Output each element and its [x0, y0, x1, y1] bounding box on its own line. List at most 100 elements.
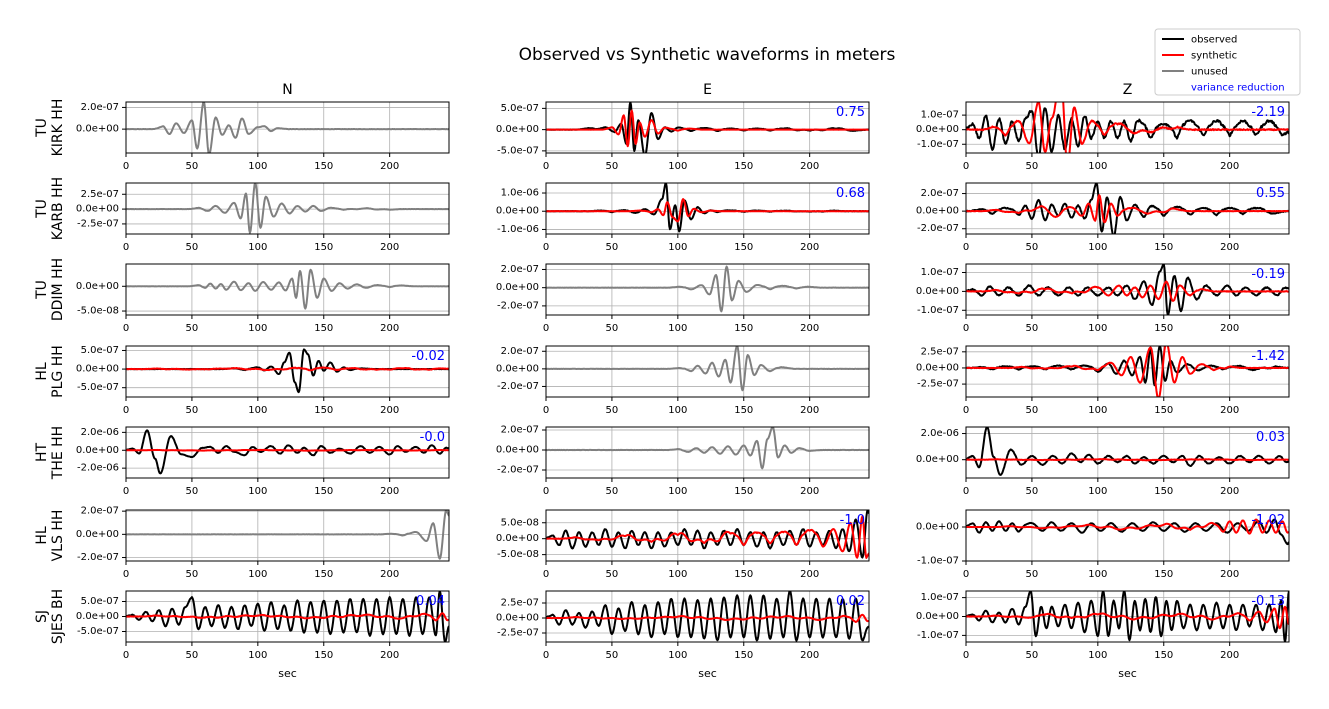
y-tick-label: -5.0e-07 — [77, 382, 119, 393]
y-tick-label: 0.0e+00 — [916, 286, 959, 297]
x-tick-label: 0 — [123, 405, 129, 416]
panel-frame — [545, 426, 870, 479]
panel-vls-e: 0 50 100 150 200 5.0e-08 0.0e+00 -5.0e-08 -1.0 — [496, 509, 870, 580]
x-tick-label: 50 — [606, 242, 619, 253]
panel-kirk-z: 0 50 100 150 200 1.0e-07 0.0e+00 -1.0e-07 -2.19 — [916, 101, 1290, 172]
y-tick-label: 5.0e-07 — [81, 596, 119, 607]
x-tick-label: 150 — [314, 242, 333, 253]
legend-label-observed: observed — [1191, 35, 1237, 46]
x-tick-label: 0 — [963, 242, 969, 253]
row-network-label: HL — [34, 362, 50, 381]
synthetic-trace — [126, 366, 449, 372]
x-tick-label: 100 — [248, 405, 267, 416]
panel-the-e: 0 50 100 150 200 2.0e-07 0.0e+00 -2.0e-07 — [496, 425, 870, 497]
y-tick-label: 0.0e+00 — [496, 124, 539, 135]
row-network-label: HT — [34, 443, 50, 463]
x-tick-label: 100 — [668, 569, 687, 580]
legend-label-variance-reduction: variance reduction — [1191, 83, 1285, 94]
panel-frame — [545, 182, 870, 235]
y-tick-label: -2.0e-07 — [497, 381, 539, 392]
x-tick-label: 100 — [1088, 323, 1107, 334]
x-tick-label: 200 — [800, 650, 819, 661]
x-tick-label: 0 — [123, 486, 129, 497]
x-tick-label: 100 — [1088, 161, 1107, 172]
row-station-label: KIRK HH — [50, 99, 66, 157]
y-tick-label: 0.0e+00 — [916, 454, 959, 465]
x-tick-label: 100 — [1088, 486, 1107, 497]
panel-plg-z: 0 50 100 150 200 2.5e-07 0.0e+00 -2.5e-07 -1.42 — [916, 345, 1290, 416]
x-tick-label: 150 — [314, 405, 333, 416]
x-tick-label: 0 — [963, 486, 969, 497]
x-tick-label: 200 — [380, 161, 399, 172]
synthetic-trace — [126, 448, 449, 452]
y-tick-label: 0.0e+00 — [496, 282, 539, 293]
x-tick-label: 150 — [1154, 242, 1173, 253]
x-tick-label: 50 — [1026, 405, 1039, 416]
x-tick-label: 100 — [248, 161, 267, 172]
variance-reduction-label: -1.02 — [1251, 513, 1285, 528]
y-tick-label: 2.0e-07 — [921, 188, 959, 199]
x-tick-label: 200 — [1220, 405, 1239, 416]
variance-reduction-label: -0.02 — [411, 349, 445, 364]
x-tick-label: 200 — [800, 405, 819, 416]
x-tick-label: 50 — [186, 405, 199, 416]
panel-frame — [965, 101, 1290, 154]
y-tick-label: 2.0e-07 — [501, 264, 539, 275]
variance-reduction-label: 0.03 — [1256, 430, 1285, 445]
y-tick-label: 0.0e+00 — [496, 206, 539, 217]
variance-reduction-label: 0.75 — [836, 105, 865, 120]
x-tick-label: 150 — [314, 650, 333, 661]
y-tick-label: 2.0e-06 — [921, 428, 959, 439]
panel-frame — [125, 345, 450, 398]
x-tick-label: 150 — [734, 569, 753, 580]
unused-trace — [546, 265, 869, 313]
x-tick-label: 100 — [1088, 405, 1107, 416]
x-tick-label: 50 — [1026, 486, 1039, 497]
y-tick-label: -5.0e-07 — [77, 626, 119, 637]
x-tick-label: 200 — [1220, 486, 1239, 497]
x-tick-label: 0 — [543, 569, 549, 580]
panel-plg-e: 0 50 100 150 200 2.0e-07 0.0e+00 -2.0e-07 — [496, 345, 870, 416]
x-tick-label: 150 — [1154, 405, 1173, 416]
y-tick-label: 0.0e+00 — [76, 281, 119, 292]
y-tick-label: 0.0e+00 — [76, 445, 119, 456]
synthetic-trace — [966, 458, 1289, 462]
variance-reduction-label: 0.55 — [1256, 186, 1285, 201]
panel-frame — [545, 101, 870, 154]
x-tick-label: 50 — [1026, 161, 1039, 172]
panel-vls-n: 0 50 100 150 200 2.0e-07 0.0e+00 -2.0e-07 — [76, 506, 450, 580]
observed-trace — [966, 591, 1289, 642]
x-tick-label: 100 — [1088, 569, 1107, 580]
x-tick-label: 150 — [734, 323, 753, 334]
panel-frame — [965, 426, 1290, 479]
x-tick-label: 150 — [1154, 161, 1173, 172]
panel-frame — [545, 345, 870, 398]
x-tick-label: 50 — [186, 161, 199, 172]
panel-sjes-n: 0 50 100 150 200 5.0e-07 0.0e+00 -5.0e-07 0.04 — [76, 590, 450, 661]
synthetic-trace — [546, 109, 869, 148]
x-axis-labels: sec sec sec — [278, 667, 1137, 680]
y-tick-label: 0.0e+00 — [916, 206, 959, 217]
x-tick-label: 100 — [248, 569, 267, 580]
y-tick-label: -1.0e-07 — [917, 305, 959, 316]
x-tick-label: 150 — [734, 650, 753, 661]
x-tick-label: 200 — [1220, 161, 1239, 172]
x-tick-label: 200 — [380, 242, 399, 253]
y-tick-label: -2.5e-07 — [497, 628, 539, 639]
panel-sjes-z: 0 50 100 150 200 1.0e-07 0.0e+00 -1.0e-07 -0.13 — [916, 590, 1290, 661]
variance-reduction-label: -1.0 — [840, 513, 865, 528]
y-tick-label: 0.0e+00 — [496, 613, 539, 624]
observed-trace — [966, 107, 1289, 153]
y-tick-label: -1.0e-07 — [917, 630, 959, 641]
legend-label-synthetic: synthetic — [1191, 51, 1237, 62]
panel-ddim-e: 0 50 100 150 200 2.0e-07 0.0e+00 -2.0e-07 — [496, 263, 870, 334]
x-tick-label: 150 — [734, 242, 753, 253]
y-tick-label: 2.5e-07 — [501, 598, 539, 609]
x-tick-label: 150 — [734, 405, 753, 416]
x-tick-label: 200 — [380, 405, 399, 416]
x-tick-label: 0 — [963, 569, 969, 580]
y-tick-label: -2.0e-07 — [497, 465, 539, 476]
panel-karb-z: 0 50 100 150 200 2.0e-07 0.0e+00 -2.0e-07 0.55 — [916, 182, 1290, 253]
x-tick-label: 0 — [543, 242, 549, 253]
